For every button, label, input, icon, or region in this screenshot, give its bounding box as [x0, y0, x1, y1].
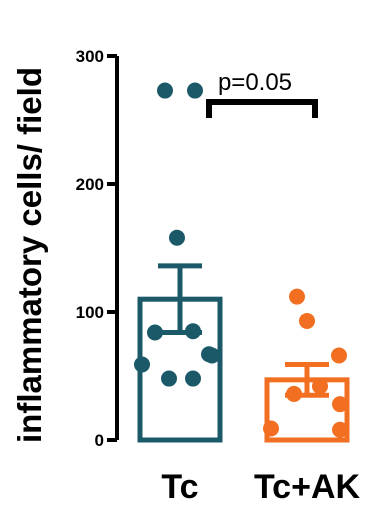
data-point	[157, 82, 173, 99]
data-point	[147, 324, 163, 341]
data-point	[161, 370, 177, 387]
x-tick-label: Tc	[161, 468, 198, 506]
significance-annotation: p=0.05	[206, 69, 318, 118]
data-point	[204, 347, 220, 364]
significance-bracket	[206, 99, 318, 118]
significance-label: p=0.05	[218, 69, 292, 96]
data-point	[289, 288, 305, 305]
data-point	[286, 385, 302, 402]
data-point	[187, 82, 203, 99]
y-ticks: 0 100 200 300	[76, 47, 117, 450]
y-axis-title: inflammatory cells/ field	[11, 67, 48, 443]
y-tick-label: 300	[76, 47, 104, 66]
error-bars	[158, 263, 329, 398]
y-tick-label: 200	[76, 175, 104, 194]
data-point	[134, 356, 150, 373]
data-point	[299, 312, 315, 329]
data-points	[134, 82, 348, 438]
data-point	[331, 347, 347, 364]
x-tick-labels: Tc Tc+AK	[161, 468, 360, 506]
data-point	[332, 396, 348, 413]
y-tick-label: 100	[76, 303, 104, 322]
bars	[137, 296, 350, 443]
data-point	[169, 229, 185, 246]
data-point	[185, 370, 201, 387]
x-tick-label: Tc+AK	[254, 468, 361, 506]
data-point	[332, 421, 348, 438]
data-point	[263, 420, 279, 437]
data-point	[185, 323, 201, 340]
y-tick-label: 0	[95, 431, 104, 450]
data-point	[312, 378, 328, 395]
